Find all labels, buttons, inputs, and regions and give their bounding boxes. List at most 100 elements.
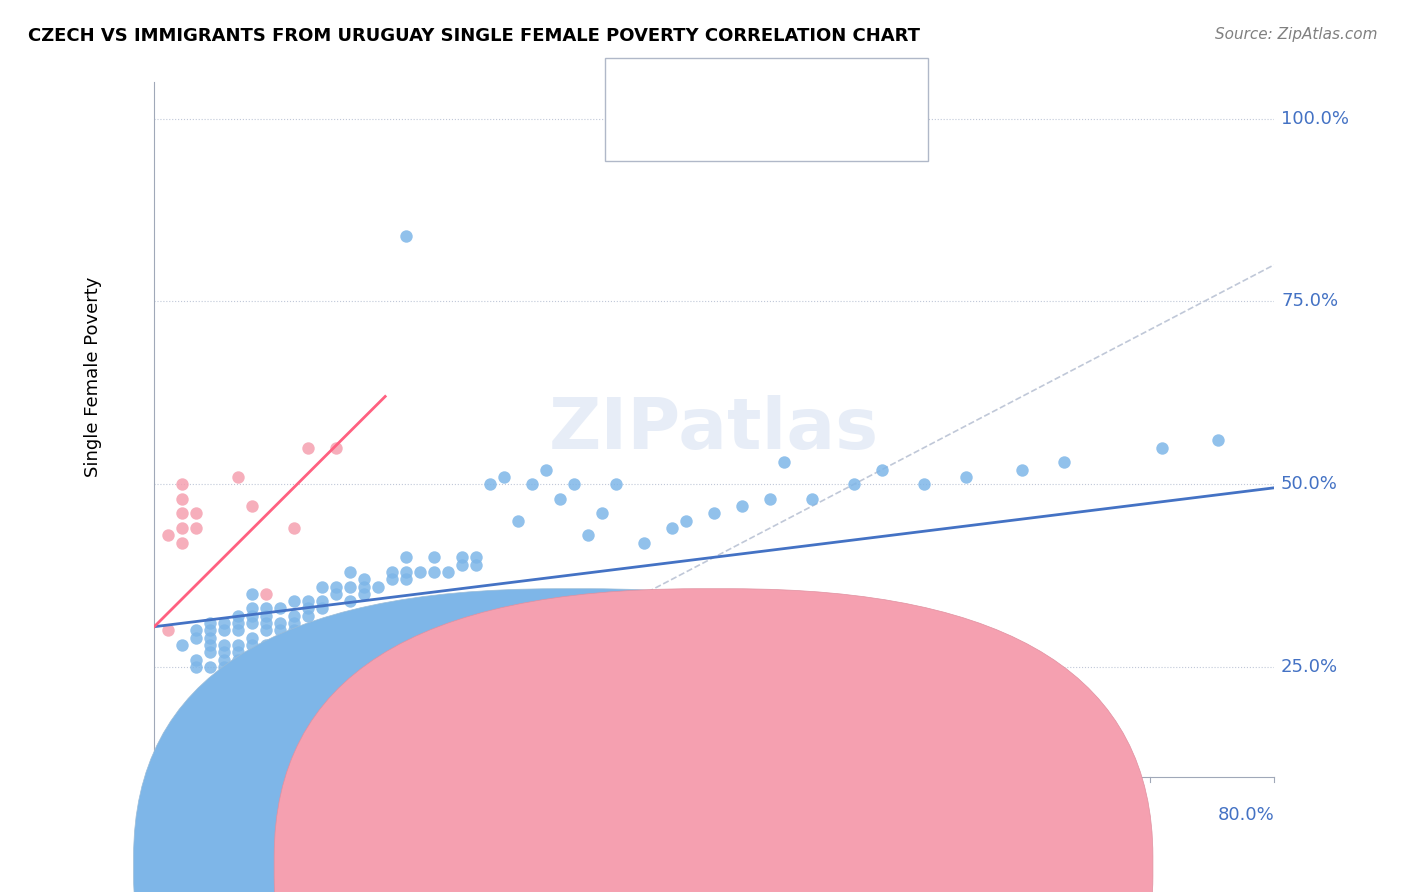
Point (200, 615, 222, 630)
Point (534, 462, 557, 476)
Point (353, 740, 375, 755)
Text: 50.0%: 50.0% (1281, 475, 1339, 493)
Text: 25.0%: 25.0% (1281, 658, 1339, 676)
Point (479, 477, 502, 491)
Point (353, 587, 375, 601)
Point (240, 615, 263, 630)
Point (254, 587, 277, 601)
Point (269, 624, 291, 638)
Point (240, 587, 263, 601)
Point (548, 491, 571, 506)
Point (437, 565, 460, 579)
Point (186, 631, 208, 645)
Text: 0.0%: 0.0% (155, 805, 200, 824)
Point (325, 441, 347, 455)
Point (395, 550, 418, 565)
Point (186, 521, 208, 535)
Point (423, 565, 446, 579)
Point (269, 615, 291, 630)
Point (520, 477, 543, 491)
Text: CZECH VS IMMIGRANTS FROM URUGUAY SINGLE FEMALE POVERTY CORRELATION CHART: CZECH VS IMMIGRANTS FROM URUGUAY SINGLE … (28, 27, 920, 45)
Point (240, 608, 263, 623)
Point (605, 477, 627, 491)
Point (339, 580, 361, 594)
Point (212, 624, 235, 638)
Point (409, 565, 432, 579)
Point (297, 441, 319, 455)
Point (703, 507, 725, 521)
Point (381, 565, 404, 579)
Point (675, 514, 697, 528)
Point (226, 608, 249, 623)
Point (465, 558, 488, 572)
Point (254, 638, 277, 652)
Point (395, 228, 418, 243)
Point (731, 499, 754, 513)
Point (186, 652, 208, 666)
Point (254, 608, 277, 623)
Point (269, 601, 291, 615)
Point (212, 638, 235, 652)
Point (212, 645, 235, 659)
Point (283, 615, 305, 630)
Point (200, 624, 222, 638)
Point (562, 477, 585, 491)
Point (508, 514, 530, 528)
Point (226, 652, 249, 666)
Point (200, 660, 222, 674)
Legend: R = 0.264   N = 97, R = 0.503   N = 16: R = 0.264 N = 97, R = 0.503 N = 16 (648, 78, 882, 145)
Text: 75.0%: 75.0% (1281, 293, 1339, 310)
Point (297, 608, 319, 623)
Point (1150, 441, 1173, 455)
Point (633, 535, 655, 549)
Point (200, 631, 222, 645)
Point (339, 565, 361, 579)
Text: 100.0%: 100.0% (1281, 110, 1348, 128)
Point (212, 615, 235, 630)
Text: Source: ZipAtlas.com: Source: ZipAtlas.com (1215, 27, 1378, 42)
Point (759, 491, 782, 506)
Point (1011, 462, 1033, 476)
Point (172, 477, 194, 491)
Point (912, 477, 935, 491)
Point (395, 565, 418, 579)
Point (842, 477, 865, 491)
Point (186, 660, 208, 674)
Point (297, 601, 319, 615)
Point (955, 470, 977, 484)
Point (157, 624, 180, 638)
Point (465, 550, 488, 565)
Point (186, 624, 208, 638)
Point (591, 507, 613, 521)
Point (254, 615, 277, 630)
Point (325, 580, 347, 594)
Point (494, 470, 516, 484)
Point (311, 594, 333, 608)
Point (773, 455, 796, 469)
Point (381, 572, 404, 586)
Point (283, 608, 305, 623)
Point (311, 580, 333, 594)
Point (423, 550, 446, 565)
Point (226, 470, 249, 484)
Point (172, 507, 194, 521)
Point (254, 601, 277, 615)
Point (240, 638, 263, 652)
Point (212, 652, 235, 666)
Point (226, 645, 249, 659)
Point (186, 507, 208, 521)
Point (1206, 434, 1229, 448)
Point (395, 572, 418, 586)
Point (172, 521, 194, 535)
Point (283, 521, 305, 535)
Point (240, 601, 263, 615)
Text: ZIPatlas: ZIPatlas (550, 395, 879, 464)
Point (283, 624, 305, 638)
Point (172, 535, 194, 549)
Point (353, 580, 375, 594)
Point (212, 667, 235, 681)
Point (576, 528, 599, 542)
Point (1053, 455, 1076, 469)
Point (226, 638, 249, 652)
Point (353, 572, 375, 586)
